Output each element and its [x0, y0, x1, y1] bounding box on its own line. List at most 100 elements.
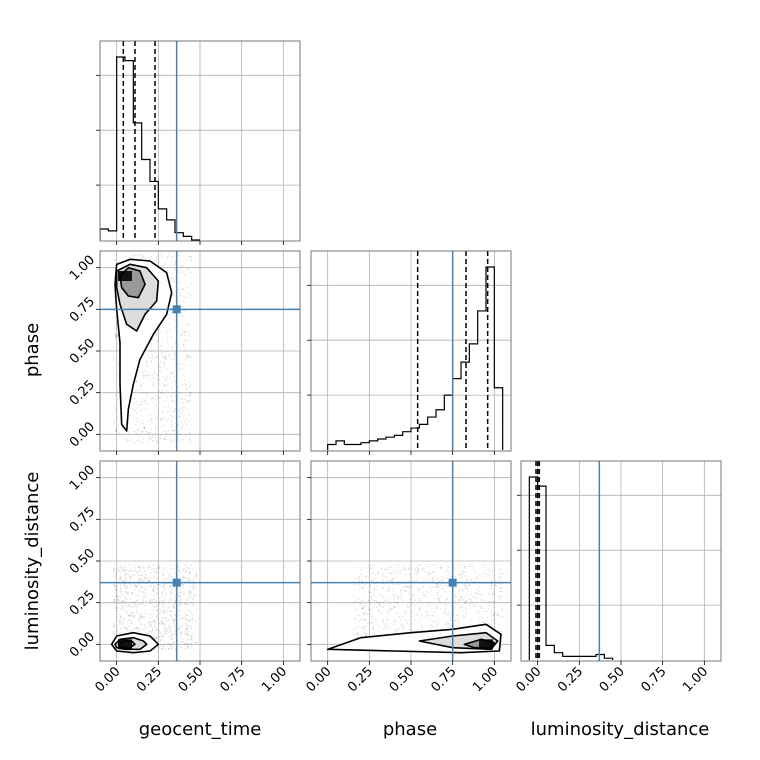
- pair-geocent-time-vs-phase-sample-204: [168, 263, 171, 265]
- pair-geocent-time-vs-luminosity-distance-sample-311: [139, 569, 141, 571]
- pair-geocent-time-vs-phase-sample-31: [170, 415, 173, 417]
- pair-geocent-time-vs-phase-sample-405: [189, 272, 191, 274]
- pair-geocent-time-vs-luminosity-distance-sample-279: [173, 607, 175, 609]
- pair-geocent-time-vs-luminosity-distance-sample-555: [121, 622, 123, 624]
- pair-geocent-time-vs-luminosity-distance-sample-740: [150, 630, 153, 632]
- pair-phase-vs-luminosity-distance-sample-861: [362, 583, 364, 585]
- pair-geocent-time-vs-luminosity-distance-sample-628: [182, 575, 184, 577]
- pair-phase-vs-luminosity-distance-sample-542: [369, 602, 372, 605]
- pair-geocent-time-vs-luminosity-distance-sample-758: [119, 578, 121, 580]
- pair-phase-vs-luminosity-distance-sample-560: [422, 591, 424, 594]
- pair-geocent-time-vs-luminosity-distance-sample-358: [162, 622, 164, 624]
- pair-geocent-time-vs-luminosity-distance-sample-148: [171, 648, 173, 650]
- pair-geocent-time-vs-luminosity-distance-sample-308: [181, 579, 184, 582]
- pair-geocent-time-vs-luminosity-distance-sample-788: [172, 637, 174, 640]
- pair-geocent-time-vs-phase-sample-759: [188, 335, 191, 338]
- pair-phase-vs-luminosity-distance-sample-462: [474, 571, 476, 573]
- pair-geocent-time-vs-phase-sample-129: [169, 414, 171, 416]
- pair-geocent-time-vs-luminosity-distance-sample-471: [179, 632, 182, 634]
- pair-geocent-time-vs-luminosity-distance-sample-101: [188, 624, 191, 627]
- pair-geocent-time-vs-luminosity-distance-sample-718: [180, 595, 183, 597]
- pair-geocent-time-vs-luminosity-distance-sample-701: [186, 629, 189, 631]
- pair-geocent-time-vs-phase-sample-408: [113, 387, 115, 389]
- pair-phase-vs-luminosity-distance-sample-403: [464, 583, 466, 585]
- pair-geocent-time-vs-phase-sample-397: [168, 316, 171, 319]
- pair-geocent-time-vs-luminosity-distance-sample-436: [190, 638, 192, 640]
- pair-geocent-time-vs-luminosity-distance-sample-344: [123, 583, 126, 585]
- pair-geocent-time-vs-luminosity-distance-sample-874: [185, 623, 188, 626]
- pair-phase-vs-luminosity-distance-sample-214: [491, 563, 493, 566]
- pair-geocent-time-vs-phase-sample-584: [160, 370, 163, 372]
- pair-geocent-time-vs-luminosity-distance-sample-235: [162, 574, 165, 576]
- pair-geocent-time-vs-phase-sample-774: [182, 417, 185, 419]
- pair-phase-vs-luminosity-distance-sample-526: [474, 596, 477, 599]
- pair-geocent-time-vs-phase-sample-426: [149, 438, 152, 440]
- pair-geocent-time-vs-luminosity-distance-sample-692: [195, 588, 197, 590]
- pair-geocent-time-vs-phase-sample-300: [177, 437, 180, 440]
- pair-geocent-time-vs-phase-sample-523: [163, 385, 166, 387]
- pair-geocent-time-vs-luminosity-distance-sample-817: [185, 634, 187, 636]
- pair-phase-vs-luminosity-distance-sample-876: [462, 599, 464, 601]
- pair-phase-vs-luminosity-distance-sample-59: [371, 615, 373, 618]
- pair-geocent-time-vs-luminosity-distance-sample-492: [163, 605, 166, 608]
- pair-geocent-time-vs-phase-sample-785: [134, 423, 137, 426]
- pair-geocent-time-vs-phase-sample-176: [166, 384, 168, 386]
- pair-phase-vs-luminosity-distance-sample-270: [484, 570, 486, 572]
- pair-geocent-time-vs-luminosity-distance-sample-1: [134, 574, 136, 576]
- pair-phase-vs-luminosity-distance-sample-656: [501, 572, 504, 575]
- pair-geocent-time-vs-luminosity-distance-sample-265: [131, 601, 133, 604]
- pair-geocent-time-vs-luminosity-distance-sample-86: [156, 637, 158, 639]
- pair-geocent-time-vs-luminosity-distance-sample-820: [160, 639, 162, 641]
- pair-geocent-time-vs-luminosity-distance-sample-256: [135, 610, 138, 612]
- pair-geocent-time-vs-luminosity-distance-sample-627: [163, 633, 165, 635]
- pair-geocent-time-vs-phase-sample-122: [183, 414, 185, 416]
- pair-geocent-time-vs-luminosity-distance-sample-572: [124, 583, 126, 585]
- pair-phase-vs-luminosity-distance-sample-415: [373, 571, 375, 574]
- pair-phase-vs-luminosity-distance-sample-338: [459, 574, 461, 576]
- pair-geocent-time-vs-phase-sample-326: [136, 417, 139, 420]
- pair-geocent-time-vs-luminosity-distance-sample-292: [179, 626, 181, 628]
- pair-geocent-time-vs-luminosity-distance-sample-437: [125, 575, 127, 577]
- pair-phase-vs-luminosity-distance-sample-356: [399, 573, 402, 575]
- pair-geocent-time-vs-luminosity-distance-sample-449: [119, 583, 122, 585]
- pair-geocent-time-vs-luminosity-distance-sample-278: [132, 569, 134, 571]
- pair-geocent-time-vs-luminosity-distance-sample-734: [152, 621, 155, 623]
- pair-geocent-time-vs-phase-sample-422: [189, 438, 191, 441]
- pair-geocent-time-vs-phase-sample-363: [142, 430, 144, 433]
- pair-geocent-time-vs-luminosity-distance-sample-809: [130, 591, 133, 594]
- pair-phase-vs-luminosity-distance-sample-827: [494, 584, 496, 586]
- pair-phase-vs-luminosity-distance-peak: [479, 639, 493, 650]
- pair-geocent-time-vs-phase: 0.000.250.500.751.00: [67, 250, 301, 455]
- pair-phase-vs-luminosity-distance-sample-797: [403, 579, 406, 581]
- pair-phase-vs-luminosity-distance-sample-602: [382, 596, 385, 598]
- pair-phase-vs-luminosity-distance-sample-858: [448, 566, 450, 569]
- pair-geocent-time-vs-phase-sample-384: [133, 254, 135, 256]
- pair-geocent-time-vs-luminosity-distance-sample-880: [130, 612, 133, 615]
- pair-geocent-time-vs-phase-sample-696: [161, 256, 163, 258]
- pair-geocent-time-vs-phase-sample-411: [140, 385, 142, 387]
- pair-geocent-time-vs-luminosity-distance-sample-549: [115, 571, 117, 573]
- pair-phase-vs-luminosity-distance-sample-422: [361, 617, 363, 620]
- pair-geocent-time-vs-luminosity-distance-sample-725: [173, 625, 175, 628]
- pair-geocent-time-vs-phase-sample-22: [161, 411, 163, 413]
- pair-phase-vs-luminosity-distance-sample-740: [448, 623, 450, 625]
- pair-geocent-time-vs-luminosity-distance-sample-487: [130, 575, 133, 577]
- pair-geocent-time-vs-luminosity-distance-sample-42: [170, 597, 172, 599]
- pair-phase-vs-luminosity-distance-sample-87: [475, 605, 477, 607]
- pair-geocent-time-vs-phase-sample-488: [116, 371, 118, 373]
- pair-phase-vs-luminosity-distance-sample-568: [365, 575, 367, 577]
- pair-geocent-time-vs-phase-sample-572: [160, 434, 162, 437]
- pair-geocent-time-vs-luminosity-distance-sample-552: [167, 599, 169, 602]
- pair-geocent-time-vs-phase-sample-882: [166, 255, 169, 258]
- pair-phase-vs-luminosity-distance-sample-321: [373, 594, 376, 596]
- pair-phase-vs-luminosity-distance-sample-410: [427, 592, 429, 594]
- pair-geocent-time-vs-luminosity-distance-sample-756: [113, 599, 116, 601]
- pair-phase-vs-luminosity-distance-sample-396: [481, 617, 483, 619]
- pair-geocent-time-vs-luminosity-distance-sample-499: [124, 586, 127, 588]
- pair-geocent-time-vs-luminosity-distance-sample-500: [151, 589, 154, 591]
- pair-phase-vs-luminosity-distance-sample-263: [436, 578, 439, 581]
- pair-geocent-time-vs-phase-sample-202: [152, 384, 155, 386]
- pair-phase-vs-luminosity-distance-sample-379: [364, 619, 366, 622]
- pair-geocent-time-vs-luminosity-distance-sample-329: [190, 625, 192, 627]
- pair-phase-vs-luminosity-distance-sample-685: [357, 631, 359, 634]
